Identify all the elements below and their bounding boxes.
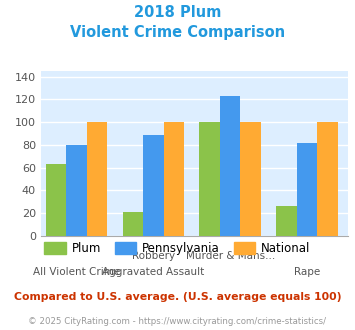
Bar	[240, 122, 261, 236]
Text: Murder & Mans...: Murder & Mans...	[186, 251, 275, 261]
Bar	[143, 135, 164, 236]
Text: Aggravated Assault: Aggravated Assault	[102, 267, 204, 277]
Bar	[66, 145, 87, 236]
Bar	[87, 122, 107, 236]
Text: 2018 Plum: 2018 Plum	[134, 5, 221, 20]
Legend: Plum, Pennsylvania, National: Plum, Pennsylvania, National	[40, 237, 315, 260]
Bar	[297, 143, 317, 236]
Text: Rape: Rape	[294, 267, 320, 277]
Text: Violent Crime Comparison: Violent Crime Comparison	[70, 25, 285, 40]
Bar	[46, 164, 66, 236]
Text: © 2025 CityRating.com - https://www.cityrating.com/crime-statistics/: © 2025 CityRating.com - https://www.city…	[28, 317, 327, 326]
Bar	[276, 206, 297, 236]
Bar	[317, 122, 338, 236]
Text: Robbery: Robbery	[132, 251, 175, 261]
Text: Compared to U.S. average. (U.S. average equals 100): Compared to U.S. average. (U.S. average …	[14, 292, 341, 302]
Bar	[164, 122, 184, 236]
Bar	[200, 122, 220, 236]
Text: All Violent Crime: All Violent Crime	[33, 267, 120, 277]
Bar	[123, 212, 143, 236]
Bar	[220, 96, 240, 236]
